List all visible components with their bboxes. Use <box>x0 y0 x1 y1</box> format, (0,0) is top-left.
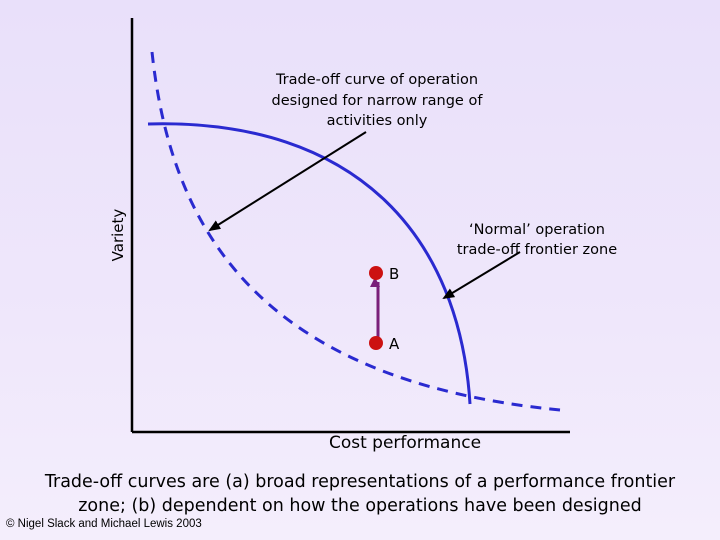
narrow-curve-annotation-line-1: Trade-off curve of operation <box>275 72 478 88</box>
narrow-curve-arrow <box>208 131 367 232</box>
y-axis-label: Variety <box>109 209 127 262</box>
dashed-frontier-curve <box>150 51 561 412</box>
frontier-zone-annotation-line-1: ‘Normal’ operation <box>469 222 605 238</box>
frontier-zone-annotation-line-2: trade-off frontier zone <box>457 242 617 258</box>
frontier-zone-annotation: ‘Normal’ operation trade-off frontier zo… <box>457 222 617 258</box>
narrow-curve-annotation: Trade-off curve of operation designed fo… <box>272 72 484 129</box>
point-a-label: A <box>389 335 400 353</box>
point-b-marker <box>369 266 383 280</box>
copyright-notice: © Nigel Slack and Michael Lewis 2003 <box>6 518 202 530</box>
narrow-curve-annotation-line-2: designed for narrow range of <box>272 93 484 109</box>
x-axis-label: Cost performance <box>329 433 481 453</box>
slide-caption: Trade-off curves are (a) broad represent… <box>44 472 676 516</box>
point-a-marker <box>369 336 383 350</box>
narrow-curve-annotation-line-3: activities only <box>327 113 428 129</box>
point-b-label: B <box>389 265 399 283</box>
narrow-range-tradeoff-curve <box>147 122 472 405</box>
frontier-zone-arrow <box>442 251 521 300</box>
